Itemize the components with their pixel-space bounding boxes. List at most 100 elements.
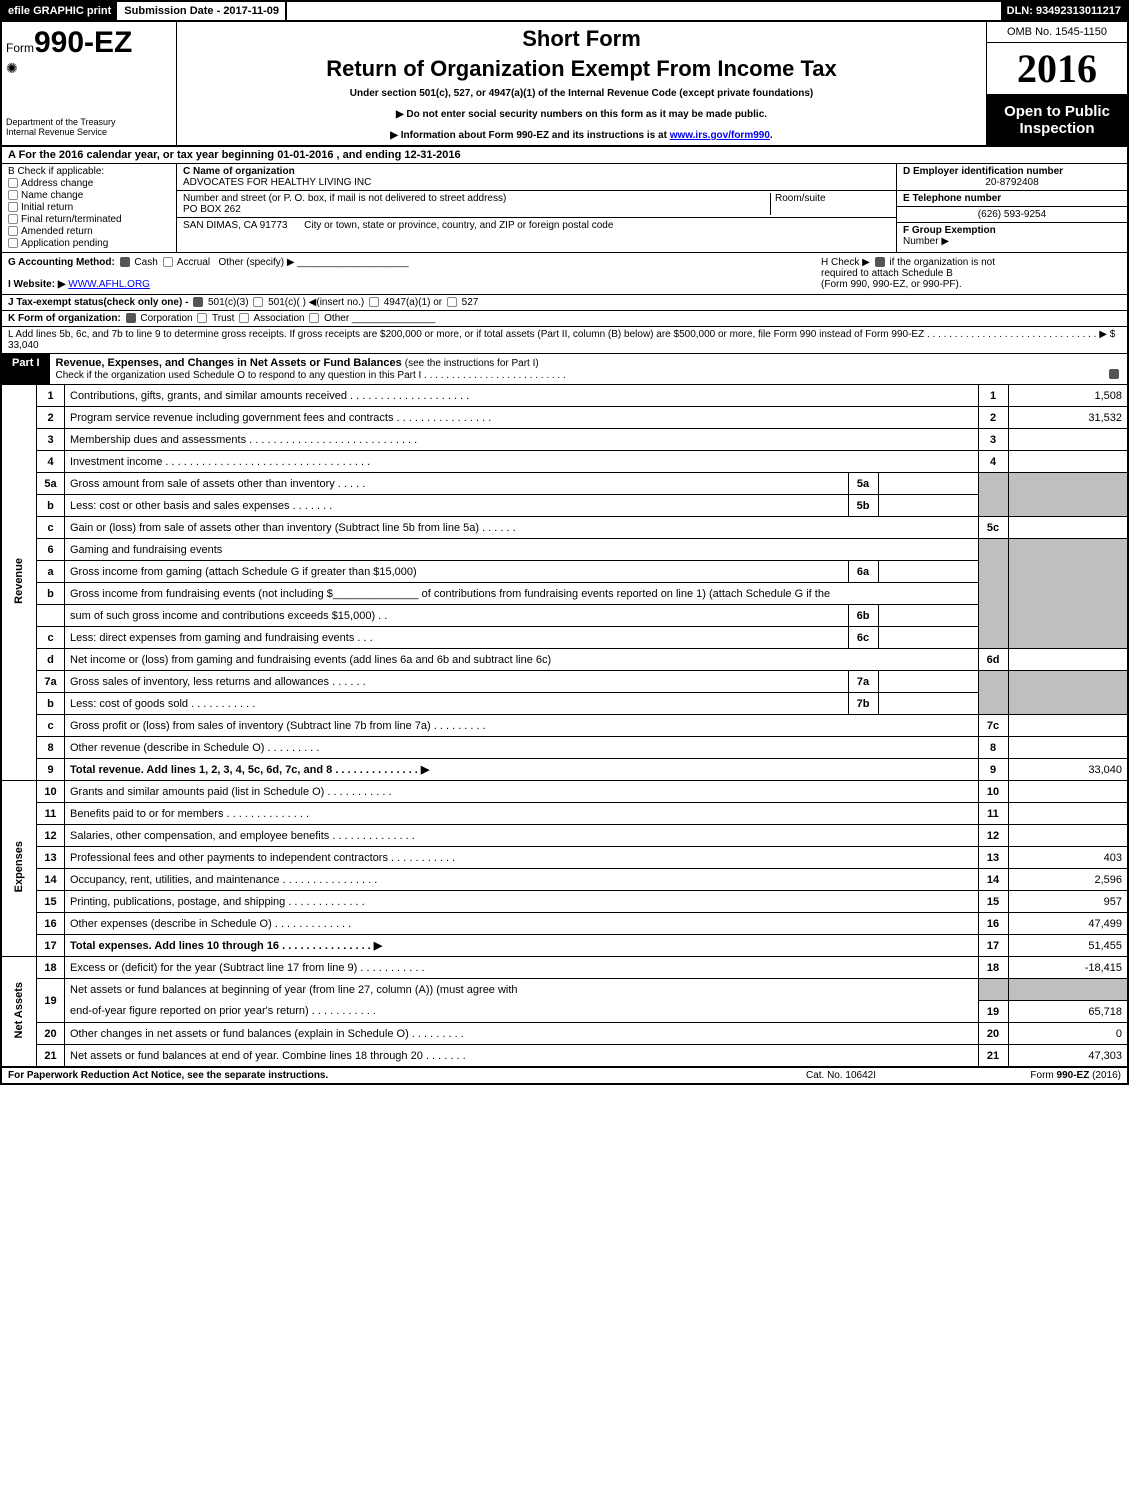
footer-left: For Paperwork Reduction Act Notice, see … xyxy=(8,1070,741,1081)
cb-501c3-icon[interactable] xyxy=(193,297,203,307)
l18-desc: Excess or (deficit) for the year (Subtra… xyxy=(65,957,979,979)
footer-center: Cat. No. 10642I xyxy=(741,1070,941,1081)
header-center: Short Form Return of Organization Exempt… xyxy=(177,22,987,145)
l10-num: 10 xyxy=(37,781,65,803)
cb-final-return[interactable]: Final return/terminated xyxy=(8,214,170,225)
l6b-num2 xyxy=(37,605,65,627)
l6b-midval xyxy=(878,605,978,627)
info-link[interactable]: www.irs.gov/form990 xyxy=(670,130,770,141)
cb-name-change[interactable]: Name change xyxy=(8,190,170,201)
line-11: 11 Benefits paid to or for members . . .… xyxy=(1,803,1128,825)
l5ab-gray-val xyxy=(1008,473,1128,517)
cb-initial-return[interactable]: Initial return xyxy=(8,202,170,213)
section-c-label: C Name of organization xyxy=(183,166,890,177)
section-l: L Add lines 5b, 6c, and 7b to line 9 to … xyxy=(0,327,1129,354)
l19-gray-val xyxy=(1008,979,1128,1001)
checkbox-icon xyxy=(8,238,18,248)
line-8: 8 Other revenue (describe in Schedule O)… xyxy=(1,737,1128,759)
l14-desc: Occupancy, rent, utilities, and maintena… xyxy=(65,869,979,891)
l1-rnum: 1 xyxy=(978,385,1008,407)
section-c: C Name of organization ADVOCATES FOR HEA… xyxy=(177,164,897,252)
h-text4: (Form 990, 990-EZ, or 990-PF). xyxy=(821,279,962,290)
l7c-desc: Gross profit or (loss) from sales of inv… xyxy=(65,715,979,737)
phone-value: (626) 593-9254 xyxy=(897,207,1127,223)
tax-year: 2016 xyxy=(987,43,1127,95)
form-header: Form990-EZ ✺ Department of the Treasury … xyxy=(0,22,1129,147)
l6c-midval xyxy=(878,627,978,649)
l17-desc: Total expenses. Add lines 10 through 16 … xyxy=(65,935,979,957)
cb-corp-icon[interactable] xyxy=(126,313,136,323)
efile-label: efile GRAPHIC print xyxy=(2,2,118,20)
l15-desc: Printing, publications, postage, and shi… xyxy=(65,891,979,913)
line-6d: d Net income or (loss) from gaming and f… xyxy=(1,649,1128,671)
g-label: G Accounting Method: xyxy=(8,257,115,268)
cb-assoc-icon[interactable] xyxy=(239,313,249,323)
k-opt1: Trust xyxy=(212,313,234,324)
l21-num: 21 xyxy=(37,1045,65,1067)
l7c-num: c xyxy=(37,715,65,737)
g-accrual: Accrual xyxy=(177,257,210,268)
l15-num: 15 xyxy=(37,891,65,913)
cb-other-icon[interactable] xyxy=(309,313,319,323)
cb-schedule-o-icon[interactable] xyxy=(1109,369,1119,379)
part1-sub: (see the instructions for Part I) xyxy=(405,358,539,369)
room-suite: Room/suite xyxy=(770,193,890,215)
cb-4947-icon[interactable] xyxy=(369,297,379,307)
cb-amended-return[interactable]: Amended return xyxy=(8,226,170,237)
l11-desc: Benefits paid to or for members . . . . … xyxy=(65,803,979,825)
j-opt3: 527 xyxy=(462,297,479,308)
radio-accrual-icon[interactable] xyxy=(163,257,173,267)
l10-rnum: 10 xyxy=(978,781,1008,803)
cb-address-change[interactable]: Address change xyxy=(8,178,170,189)
cb-501c-icon[interactable] xyxy=(253,297,263,307)
l6d-val xyxy=(1008,649,1128,671)
line-19-2: end-of-year figure reported on prior yea… xyxy=(1,1001,1128,1023)
cb-trust-icon[interactable] xyxy=(197,313,207,323)
l5b-desc: Less: cost or other basis and sales expe… xyxy=(65,495,849,517)
l5b-mid: 5b xyxy=(848,495,878,517)
checkbox-h-icon[interactable] xyxy=(875,257,885,267)
cb-527-icon[interactable] xyxy=(447,297,457,307)
i-label: I Website: ▶ xyxy=(8,279,66,290)
address-left: Number and street (or P. O. box, if mail… xyxy=(183,193,770,215)
part1-label: Part I xyxy=(2,354,50,384)
l18-val: -18,415 xyxy=(1008,957,1128,979)
l6c-desc: Less: direct expenses from gaming and fu… xyxy=(65,627,849,649)
line-20: 20 Other changes in net assets or fund b… xyxy=(1,1023,1128,1045)
l11-val xyxy=(1008,803,1128,825)
room-label: Room/suite xyxy=(775,193,890,204)
line-7b: b Less: cost of goods sold . . . . . . .… xyxy=(1,693,1128,715)
line-6: 6 Gaming and fundraising events xyxy=(1,539,1128,561)
section-k: K Form of organization: Corporation Trus… xyxy=(0,311,1129,327)
l9-num: 9 xyxy=(37,759,65,781)
l5a-mid: 5a xyxy=(848,473,878,495)
j-opt1: 501(c)( ) ◀(insert no.) xyxy=(268,297,364,308)
website-link[interactable]: WWW.AFHL.ORG xyxy=(68,279,150,290)
l6a-midval xyxy=(878,561,978,583)
l19-rnum: 19 xyxy=(978,1001,1008,1023)
cb-application-pending[interactable]: Application pending xyxy=(8,238,170,249)
l15-val: 957 xyxy=(1008,891,1128,913)
l18-rnum: 18 xyxy=(978,957,1008,979)
l8-num: 8 xyxy=(37,737,65,759)
l16-rnum: 16 xyxy=(978,913,1008,935)
line-7a: 7a Gross sales of inventory, less return… xyxy=(1,671,1128,693)
j-label: J Tax-exempt status(check only one) - xyxy=(8,297,188,308)
l16-val: 47,499 xyxy=(1008,913,1128,935)
l5b-midval xyxy=(878,495,978,517)
l20-val: 0 xyxy=(1008,1023,1128,1045)
l6-num: 6 xyxy=(37,539,65,561)
l3-desc: Membership dues and assessments . . . . … xyxy=(65,429,979,451)
l12-val xyxy=(1008,825,1128,847)
h-text3: required to attach Schedule B xyxy=(821,268,953,279)
line-17: 17 Total expenses. Add lines 10 through … xyxy=(1,935,1128,957)
revenue-rotated: Revenue xyxy=(1,385,37,781)
radio-cash-icon[interactable] xyxy=(120,257,130,267)
no-ssn-line: ▶ Do not enter social security numbers o… xyxy=(187,109,976,120)
k-opt0: Corporation xyxy=(140,313,192,324)
address-box: Number and street (or P. O. box, if mail… xyxy=(177,191,896,218)
l10-val xyxy=(1008,781,1128,803)
l9-rnum: 9 xyxy=(978,759,1008,781)
l19-val: 65,718 xyxy=(1008,1001,1128,1023)
checkbox-icon xyxy=(8,226,18,236)
